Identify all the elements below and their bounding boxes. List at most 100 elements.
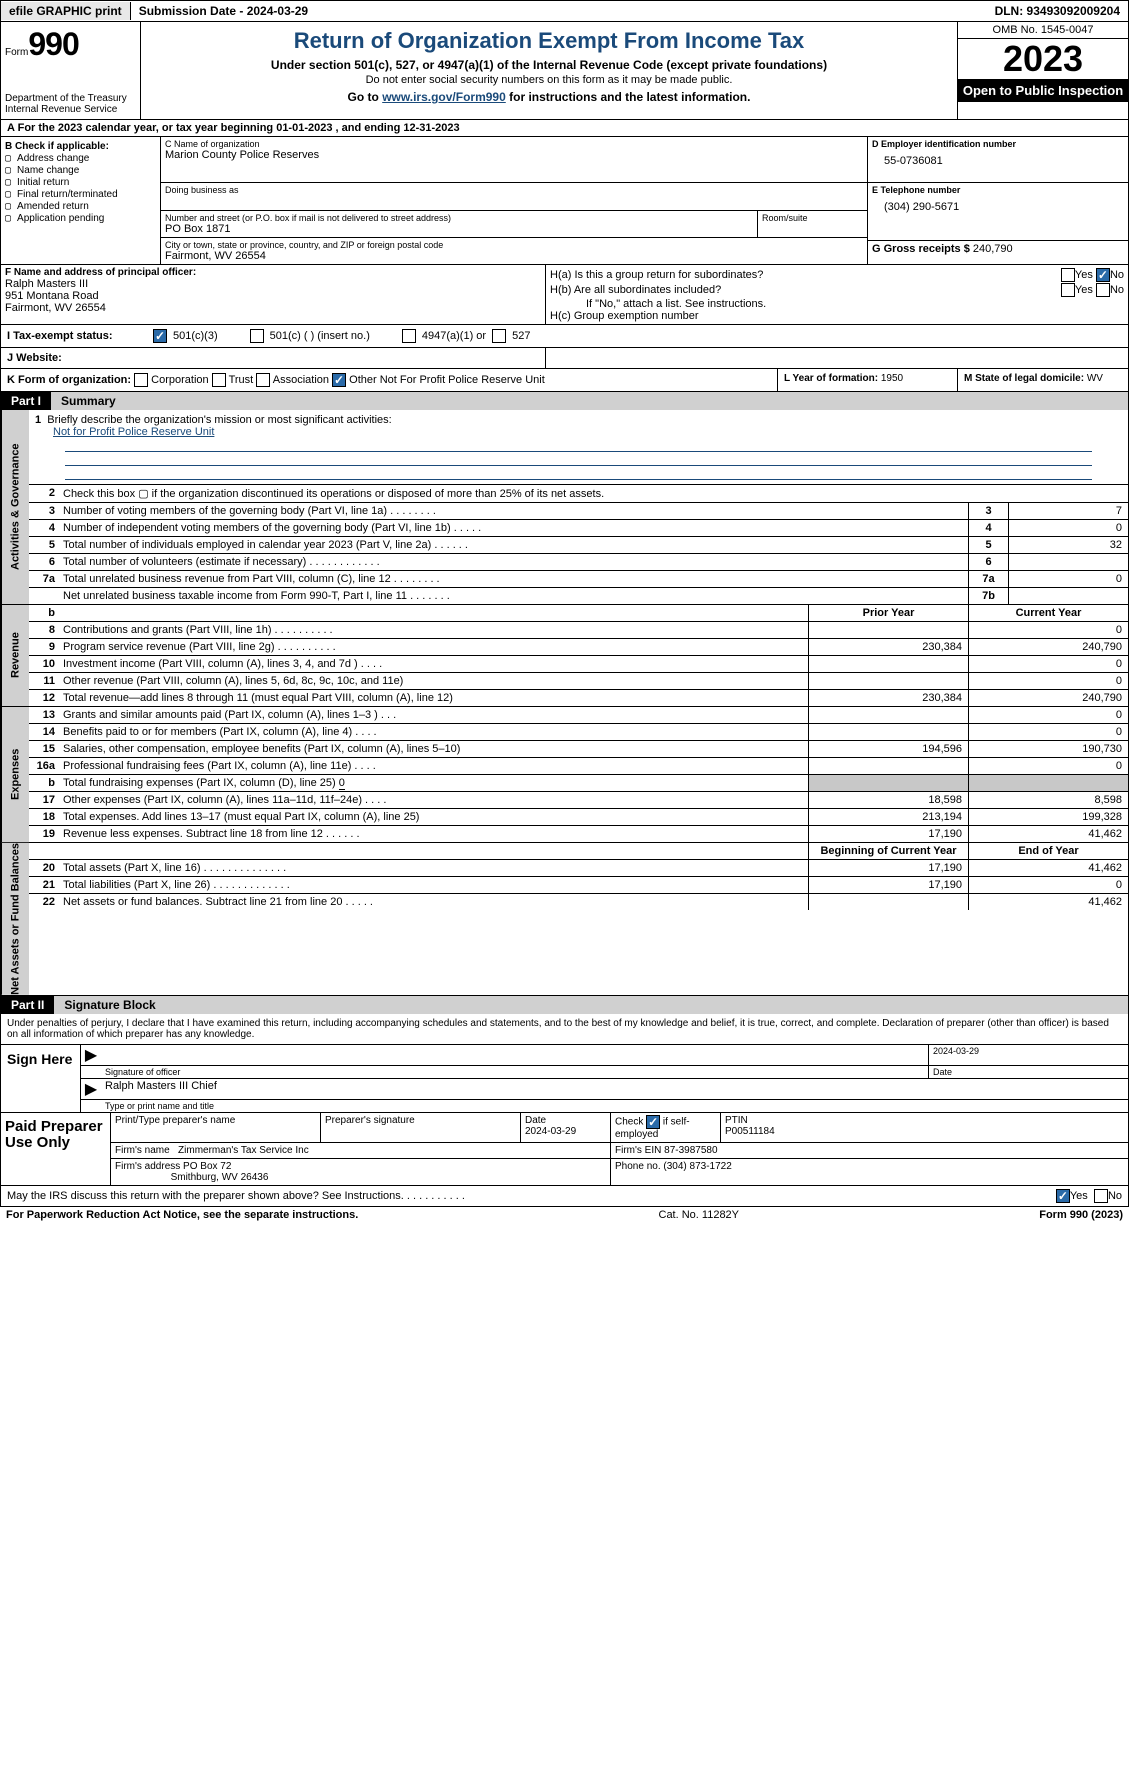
form-word: Form <box>5 47 28 58</box>
ein-label: D Employer identification number <box>872 139 1124 149</box>
firm-addr1: PO Box 72 <box>183 1161 231 1172</box>
org-name-label: C Name of organization <box>165 139 863 149</box>
irs-link[interactable]: www.irs.gov/Form990 <box>382 90 506 104</box>
goto-post: for instructions and the latest informat… <box>506 90 751 104</box>
cb-other[interactable] <box>332 373 346 387</box>
header-boxes: B Check if applicable: Address change Na… <box>0 137 1129 265</box>
cb-4947[interactable] <box>402 329 416 343</box>
line18: Total expenses. Add lines 13–17 (must eq… <box>59 809 808 825</box>
cb-name-change[interactable]: Name change <box>5 165 156 176</box>
hb-no-checkbox[interactable] <box>1096 283 1110 297</box>
prep-date-hdr: Date <box>525 1115 546 1126</box>
line19: Revenue less expenses. Subtract line 18 … <box>59 826 808 842</box>
te-label: I Tax-exempt status: <box>7 330 147 342</box>
cb-application-pending[interactable]: Application pending <box>5 213 156 224</box>
print-name-hdr: Print/Type preparer's name <box>111 1113 321 1142</box>
officer-addr1: 951 Montana Road <box>5 290 541 302</box>
hc-label: H(c) Group exemption number <box>550 310 1124 322</box>
cb-assoc[interactable] <box>256 373 270 387</box>
line11: Other revenue (Part VIII, column (A), li… <box>59 673 808 689</box>
street-address: PO Box 1871 <box>165 223 753 235</box>
e21: 0 <box>968 877 1128 893</box>
line7a: Total unrelated business revenue from Pa… <box>59 571 968 587</box>
officer-name: Ralph Masters III <box>5 278 541 290</box>
ha-yes-checkbox[interactable] <box>1061 268 1075 282</box>
line22: Net assets or fund balances. Subtract li… <box>59 894 808 910</box>
net-assets-section: Net Assets or Fund Balances Beginning of… <box>0 843 1129 996</box>
yes-label: Yes <box>1075 269 1093 281</box>
goto-pre: Go to <box>348 90 383 104</box>
part2-header: Part II <box>1 996 54 1014</box>
line21: Total liabilities (Part X, line 26) . . … <box>59 877 808 893</box>
hb-note: If "No," attach a list. See instructions… <box>550 298 1124 310</box>
p16a <box>808 758 968 774</box>
cb-self-employed[interactable] <box>646 1115 660 1129</box>
line4: Number of independent voting members of … <box>59 520 968 536</box>
city-state-zip: Fairmont, WV 26554 <box>165 250 863 262</box>
k-label: K Form of organization: <box>7 374 131 386</box>
cb-corp[interactable] <box>134 373 148 387</box>
prep-sig-hdr: Preparer's signature <box>321 1113 521 1142</box>
opt-assoc: Association <box>273 374 329 386</box>
c8: 0 <box>968 622 1128 638</box>
phone: (304) 290-5671 <box>872 201 1124 213</box>
val5: 32 <box>1008 537 1128 553</box>
p11 <box>808 673 968 689</box>
line3: Number of voting members of the governin… <box>59 503 968 519</box>
topbar: efile GRAPHIC print Submission Date - 20… <box>0 0 1129 22</box>
gross-receipts: 240,790 <box>973 243 1013 255</box>
p9: 230,384 <box>808 639 968 655</box>
sign-here-label: Sign Here <box>1 1045 81 1112</box>
sig-date-label: Date <box>928 1066 1128 1078</box>
arrow-icon: ▶ <box>81 1045 101 1065</box>
opt-trust: Trust <box>229 374 254 386</box>
omb-number: OMB No. 1545-0047 <box>958 22 1128 39</box>
no-label2: No <box>1110 284 1124 296</box>
activities-governance-section: Activities & Governance 1 Briefly descri… <box>0 410 1129 605</box>
dept-irs: Internal Revenue Service <box>5 104 136 115</box>
cb-trust[interactable] <box>212 373 226 387</box>
firm-name-label: Firm's name <box>115 1145 170 1156</box>
signature-declaration: Under penalties of perjury, I declare th… <box>0 1014 1129 1045</box>
line15: Salaries, other compensation, employee b… <box>59 741 808 757</box>
c15: 190,730 <box>968 741 1128 757</box>
box-d-g: D Employer identification number 55-0736… <box>868 137 1128 264</box>
cb-initial-return[interactable]: Initial return <box>5 177 156 188</box>
cb-amended[interactable]: Amended return <box>5 201 156 212</box>
p16b-gray <box>808 775 968 791</box>
addr-label: Number and street (or P.O. box if mail i… <box>165 213 753 223</box>
m-label: M State of legal domicile: <box>964 373 1084 384</box>
dba-label: Doing business as <box>165 185 863 195</box>
discuss-no: No <box>1108 1190 1122 1202</box>
opt-other: Other <box>349 374 377 386</box>
tab-revenue: Revenue <box>1 605 29 706</box>
ha-no-checkbox[interactable] <box>1096 268 1110 282</box>
cb-final-return[interactable]: Final return/terminated <box>5 189 156 200</box>
cb-527[interactable] <box>492 329 506 343</box>
firm-ein-label: Firm's EIN <box>615 1145 661 1156</box>
cb-501c3[interactable] <box>153 329 167 343</box>
cb-501c[interactable] <box>250 329 264 343</box>
cb-address-change[interactable]: Address change <box>5 153 156 164</box>
e22: 41,462 <box>968 894 1128 910</box>
prep-date: 2024-03-29 <box>525 1126 576 1137</box>
line7b: Net unrelated business taxable income fr… <box>59 588 968 604</box>
line5: Total number of individuals employed in … <box>59 537 968 553</box>
p10 <box>808 656 968 672</box>
no-label: No <box>1110 269 1124 281</box>
paid-preparer-block: Paid Preparer Use Only Print/Type prepar… <box>0 1113 1129 1186</box>
paid-preparer-label: Paid Preparer Use Only <box>1 1113 111 1185</box>
opt-527: 527 <box>512 330 530 342</box>
ha-label: H(a) Is this a group return for subordin… <box>550 269 763 281</box>
dept-treasury: Department of the Treasury <box>5 93 136 104</box>
firm-addr-label: Firm's address <box>115 1161 180 1172</box>
begin-year-hdr: Beginning of Current Year <box>808 843 968 859</box>
c16a: 0 <box>968 758 1128 774</box>
cb-discuss-yes[interactable] <box>1056 1189 1070 1203</box>
cb-discuss-no[interactable] <box>1094 1189 1108 1203</box>
line6: Total number of volunteers (estimate if … <box>59 554 968 570</box>
efile-graphic-print-button[interactable]: efile GRAPHIC print <box>1 2 131 20</box>
hb-yes-checkbox[interactable] <box>1061 283 1075 297</box>
c10: 0 <box>968 656 1128 672</box>
c17: 8,598 <box>968 792 1128 808</box>
